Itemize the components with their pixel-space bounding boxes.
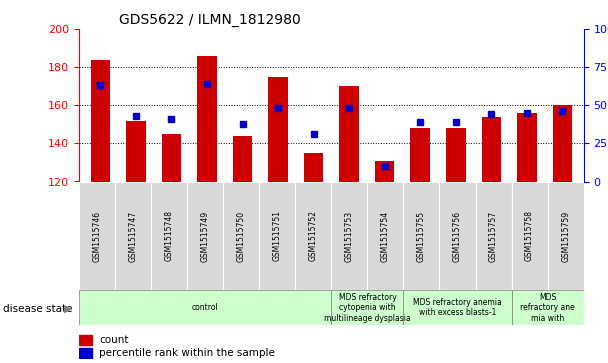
Bar xyxy=(517,113,537,182)
Bar xyxy=(475,182,511,290)
Bar xyxy=(233,136,252,182)
Text: GSM1515757: GSM1515757 xyxy=(489,211,498,261)
Bar xyxy=(268,77,288,182)
Bar xyxy=(151,182,187,290)
Bar xyxy=(511,182,548,290)
Text: GSM1515746: GSM1515746 xyxy=(92,211,102,261)
Text: GSM1515751: GSM1515751 xyxy=(273,211,282,261)
Text: GSM1515749: GSM1515749 xyxy=(201,211,210,261)
Bar xyxy=(331,290,404,325)
Bar xyxy=(259,182,295,290)
Bar xyxy=(187,182,223,290)
Text: GSM1515754: GSM1515754 xyxy=(381,211,390,261)
Text: GSM1515759: GSM1515759 xyxy=(561,211,570,261)
Bar xyxy=(197,56,216,182)
Bar xyxy=(440,182,475,290)
Bar xyxy=(404,290,511,325)
Text: MDS
refractory ane
mia with: MDS refractory ane mia with xyxy=(520,293,575,323)
Bar xyxy=(79,348,92,358)
Bar xyxy=(79,182,115,290)
Text: GSM1515755: GSM1515755 xyxy=(417,211,426,261)
Bar xyxy=(339,86,359,182)
Bar xyxy=(79,335,92,346)
Text: disease state: disease state xyxy=(3,303,72,314)
Text: MDS refractory anemia
with excess blasts-1: MDS refractory anemia with excess blasts… xyxy=(413,298,502,317)
Bar xyxy=(162,134,181,182)
Bar xyxy=(126,121,146,182)
Text: GSM1515750: GSM1515750 xyxy=(237,211,246,261)
Bar xyxy=(553,105,572,182)
Bar xyxy=(331,182,367,290)
Bar xyxy=(304,153,323,182)
Bar xyxy=(79,290,331,325)
Bar xyxy=(511,290,584,325)
Text: GSM1515758: GSM1515758 xyxy=(525,211,534,261)
Bar xyxy=(375,160,395,182)
Bar xyxy=(446,128,466,182)
Bar xyxy=(91,60,110,182)
Text: GSM1515752: GSM1515752 xyxy=(309,211,318,261)
Text: MDS refractory
cytopenia with
multilineage dysplasia: MDS refractory cytopenia with multilinea… xyxy=(324,293,411,323)
Bar xyxy=(410,128,430,182)
Bar xyxy=(295,182,331,290)
Bar xyxy=(115,182,151,290)
Text: control: control xyxy=(192,303,218,312)
Text: percentile rank within the sample: percentile rank within the sample xyxy=(99,348,275,358)
Bar xyxy=(367,182,404,290)
Text: ▶: ▶ xyxy=(64,303,72,314)
Text: GSM1515748: GSM1515748 xyxy=(165,211,174,261)
Text: count: count xyxy=(99,335,129,345)
Bar xyxy=(482,117,501,182)
Text: GSM1515747: GSM1515747 xyxy=(129,211,137,261)
Text: GSM1515756: GSM1515756 xyxy=(453,211,462,261)
Bar xyxy=(548,182,584,290)
Bar xyxy=(404,182,440,290)
Text: GSM1515753: GSM1515753 xyxy=(345,211,354,261)
Text: GDS5622 / ILMN_1812980: GDS5622 / ILMN_1812980 xyxy=(119,13,301,26)
Bar xyxy=(223,182,259,290)
